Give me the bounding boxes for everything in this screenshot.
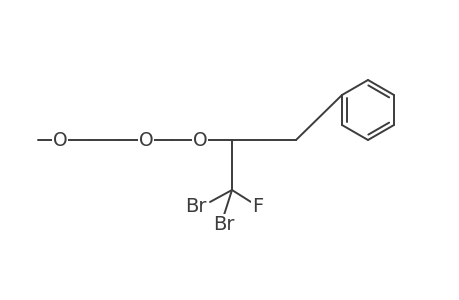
Text: O: O xyxy=(192,130,207,149)
Text: Br: Br xyxy=(185,197,206,217)
Text: O: O xyxy=(138,130,153,149)
Text: Br: Br xyxy=(213,214,234,233)
Text: F: F xyxy=(252,197,263,217)
Text: O: O xyxy=(53,130,67,149)
